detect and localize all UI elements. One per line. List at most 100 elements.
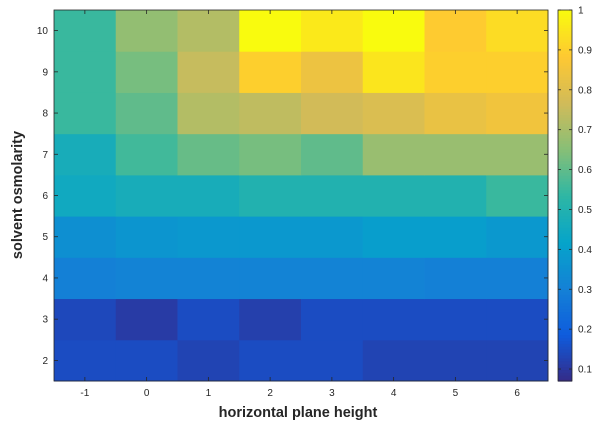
colorbar-segment	[558, 221, 572, 226]
colorbar-segment	[558, 247, 572, 252]
x-axis-label: horizontal plane height	[219, 405, 378, 421]
colorbar-segment	[558, 212, 572, 217]
x-tick-label: 6	[514, 388, 520, 399]
colorbar-segment	[558, 56, 572, 60]
heatmap-cell	[177, 174, 240, 217]
heatmap-cell	[301, 92, 364, 135]
heatmap-cell	[239, 339, 302, 382]
colorbar-segment	[558, 204, 572, 208]
heatmap-cell	[115, 339, 178, 382]
heatmap-cell	[177, 51, 240, 93]
colorbar-segment	[558, 67, 572, 72]
heatmap-cell	[177, 257, 240, 300]
colorbar-segment	[558, 152, 572, 156]
heatmap-cell	[486, 257, 549, 300]
colorbar-segment	[558, 273, 572, 278]
colorbar-segment	[558, 302, 572, 307]
colorbar-segment	[558, 94, 572, 98]
colorbar-segment	[558, 186, 572, 191]
heatmap-cell	[54, 174, 117, 217]
colorbar-segment	[558, 320, 572, 324]
colorbar-segment	[558, 270, 572, 275]
colorbar-tick-label: 0.1	[578, 365, 592, 376]
colorbar-segment	[558, 53, 572, 57]
heatmap-cell	[177, 298, 240, 341]
heatmap-cell	[362, 174, 425, 217]
colorbar-segment	[558, 36, 572, 40]
y-tick-label: 10	[37, 26, 49, 37]
colorbar-tick-labels: 0.1 0.2 0.3 0.4 0.5 0.6 0.7 0.8 0.9 1	[578, 6, 592, 376]
colorbar-segment	[558, 96, 572, 101]
colorbar-segment	[558, 192, 572, 197]
heatmap-cell	[486, 51, 549, 93]
colorbar-segment	[558, 334, 572, 339]
colorbar-segment	[558, 21, 572, 26]
colorbar-segment	[558, 201, 572, 205]
heatmap-cell	[239, 257, 302, 300]
colorbar-segment	[558, 91, 572, 95]
heatmap-cell	[362, 216, 425, 258]
heatmap-cell	[239, 133, 302, 176]
y-tick-label: 7	[42, 150, 48, 161]
colorbar-segment	[558, 233, 572, 237]
colorbar-segment	[558, 224, 572, 228]
colorbar-segment	[558, 10, 572, 14]
colorbar-segment	[558, 294, 572, 298]
heatmap-cell	[362, 298, 425, 341]
colorbar-segment	[558, 375, 572, 379]
colorbar-segment	[558, 38, 572, 43]
colorbar-segment	[558, 265, 572, 269]
heatmap-cells	[54, 10, 549, 382]
heatmap-cell	[115, 216, 178, 258]
colorbar-segment	[558, 178, 572, 182]
heatmap-cell	[115, 298, 178, 341]
colorbar-segment	[558, 369, 572, 373]
heatmap-cell	[177, 92, 240, 135]
colorbar-segment	[558, 241, 572, 246]
colorbar-segment	[558, 169, 572, 173]
heatmap-cell	[177, 216, 240, 258]
colorbar-segment	[558, 146, 572, 150]
heatmap-cell	[424, 51, 487, 93]
colorbar-segment	[558, 305, 572, 310]
colorbar-segment	[558, 157, 572, 162]
heatmap-cell	[362, 92, 425, 135]
heatmap-cell	[301, 174, 364, 217]
colorbar-segment	[558, 317, 572, 321]
colorbar-segment	[558, 363, 572, 368]
colorbar-segment	[558, 149, 572, 153]
colorbar-segment	[558, 137, 572, 142]
colorbar-segment	[558, 267, 572, 272]
colorbar-segment	[558, 279, 572, 284]
y-axis-tick-labels: 2 3 4 5 6 7 8 9 10	[37, 26, 49, 367]
colorbar-segment	[558, 50, 572, 55]
heatmap-cell	[54, 216, 117, 258]
colorbar-segment	[558, 111, 572, 115]
heatmap-cell	[424, 298, 487, 341]
colorbar-segment	[558, 354, 572, 359]
colorbar-segment	[558, 198, 572, 202]
colorbar-segment	[558, 352, 572, 356]
colorbar-segment	[558, 325, 572, 330]
colorbar-segment	[558, 346, 572, 350]
colorbar-segment	[558, 12, 572, 17]
colorbar-segment	[558, 337, 572, 342]
colorbar-segment	[558, 18, 572, 23]
colorbar-segment	[558, 140, 572, 144]
heatmap-cell	[54, 10, 117, 52]
colorbar-segment	[558, 33, 572, 37]
colorbar-tick-label: 0.4	[578, 245, 592, 256]
colorbar-segment	[558, 308, 572, 313]
colorbar-segment	[558, 88, 572, 92]
heatmap-cell	[239, 51, 302, 93]
colorbar-segment	[558, 372, 572, 376]
colorbar-segment	[558, 120, 572, 124]
colorbar-segment	[558, 209, 572, 214]
heatmap-cell	[362, 51, 425, 93]
colorbar-segment	[558, 288, 572, 292]
colorbar-segment	[558, 82, 572, 86]
colorbar-segment	[558, 114, 572, 118]
colorbar-segment	[558, 105, 572, 110]
colorbar-segment	[558, 296, 572, 301]
colorbar-segment	[558, 15, 572, 20]
